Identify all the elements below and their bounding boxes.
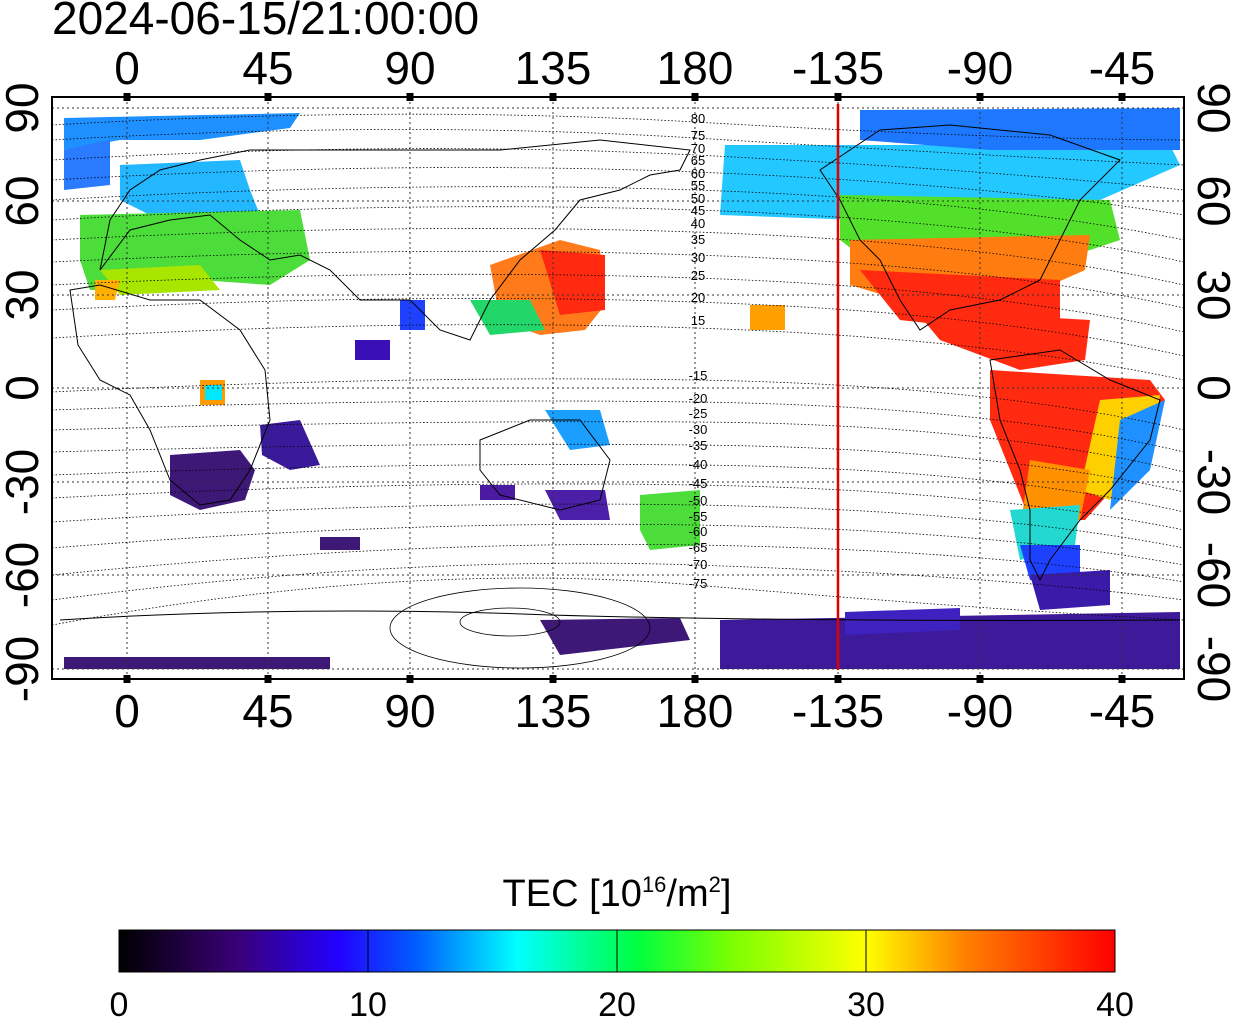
frame-ticks bbox=[123, 93, 1126, 683]
top-lon-label: -135 bbox=[792, 42, 884, 94]
tec-patches bbox=[64, 108, 1180, 669]
top-longitude-labels: 0 45 90 135 180 -135 -90 -45 bbox=[114, 42, 1155, 94]
bottom-lon-label: 135 bbox=[515, 685, 592, 737]
bottom-lon-label: 45 bbox=[242, 685, 293, 737]
contour-label: 45 bbox=[691, 203, 705, 218]
contour-label: 70 bbox=[691, 141, 705, 156]
right-lat-label: -90 bbox=[1188, 636, 1235, 702]
left-lat-label: 90 bbox=[0, 82, 48, 133]
right-lat-label: 0 bbox=[1188, 375, 1235, 401]
contour-label: -65 bbox=[689, 540, 708, 555]
colorbar-tick-label: 0 bbox=[110, 986, 129, 1021]
contour-label: 75 bbox=[691, 128, 705, 143]
right-latitude-labels: 90 60 30 0 -30 -60 -90 bbox=[1188, 82, 1235, 702]
bottom-lon-label: 180 bbox=[657, 685, 734, 737]
top-lon-label: 135 bbox=[515, 42, 592, 94]
figure-title: 2024-06-15/21:00:00 bbox=[52, 0, 479, 44]
bottom-lon-label: -135 bbox=[792, 685, 884, 737]
coastlines bbox=[59, 124, 1181, 621]
contour-label: -45 bbox=[689, 476, 708, 491]
top-lon-label: 90 bbox=[384, 42, 435, 94]
left-lat-label: 60 bbox=[0, 175, 48, 226]
colorbar-tick-labels: 0 10 20 30 40 bbox=[110, 986, 1134, 1024]
map-frame bbox=[51, 96, 1185, 680]
colorbar-ticks bbox=[367, 930, 867, 972]
contour-label: -50 bbox=[689, 493, 708, 508]
left-lat-label: 0 bbox=[0, 375, 48, 401]
contour-label: -20 bbox=[689, 391, 708, 406]
contour-label: -70 bbox=[689, 557, 708, 572]
contour-label: -40 bbox=[689, 457, 708, 472]
contour-label: -60 bbox=[689, 524, 708, 539]
colorbar-tick-label: 20 bbox=[598, 986, 636, 1021]
colorbar: TEC [1016/m2] 0 10 20 30 40 bbox=[110, 872, 1134, 1024]
left-lat-label: -60 bbox=[0, 542, 48, 608]
bottom-lon-label: 90 bbox=[384, 685, 435, 737]
contour-label: 60 bbox=[691, 166, 705, 181]
left-lat-label: 30 bbox=[0, 269, 48, 320]
magnetic-contours bbox=[52, 113, 1184, 669]
top-lon-label: 180 bbox=[657, 42, 734, 94]
contour-label: -75 bbox=[689, 576, 708, 591]
contour-label: 55 bbox=[691, 178, 705, 193]
right-lat-label: 30 bbox=[1188, 269, 1235, 320]
colorbar-tick-label: 40 bbox=[1096, 986, 1134, 1021]
left-lat-label: -30 bbox=[0, 449, 48, 515]
contour-label: 25 bbox=[691, 268, 705, 283]
contour-label: -15 bbox=[689, 368, 708, 383]
top-lon-label: 45 bbox=[242, 42, 293, 94]
contour-label: -35 bbox=[689, 438, 708, 453]
bottom-longitude-labels: 0 45 90 135 180 -135 -90 -45 bbox=[114, 685, 1155, 737]
bottom-lon-label: -90 bbox=[947, 685, 1013, 737]
bottom-lon-label: 0 bbox=[114, 685, 140, 737]
contour-label: 15 bbox=[691, 313, 705, 328]
top-lon-label: -45 bbox=[1089, 42, 1155, 94]
contour-label: 20 bbox=[691, 290, 705, 305]
contour-label: 80 bbox=[691, 111, 705, 126]
bottom-lon-label: -45 bbox=[1089, 685, 1155, 737]
top-lon-label: -90 bbox=[947, 42, 1013, 94]
right-lat-label: -30 bbox=[1188, 449, 1235, 515]
contour-label: 30 bbox=[691, 250, 705, 265]
contour-label: 40 bbox=[691, 216, 705, 231]
contour-label: -55 bbox=[689, 509, 708, 524]
contour-label: -30 bbox=[689, 422, 708, 437]
right-lat-label: 60 bbox=[1188, 175, 1235, 226]
colorbar-tick-label: 10 bbox=[349, 986, 387, 1021]
colorbar-tick-label: 30 bbox=[847, 986, 885, 1021]
colorbar-label: TEC [1016/m2] bbox=[503, 872, 732, 915]
contour-label: 65 bbox=[691, 153, 705, 168]
contour-label: 35 bbox=[691, 232, 705, 247]
graticule bbox=[52, 97, 1184, 679]
contour-label: 50 bbox=[691, 191, 705, 206]
right-lat-label: 90 bbox=[1188, 82, 1235, 133]
top-lon-label: 0 bbox=[114, 42, 140, 94]
right-lat-label: -60 bbox=[1188, 542, 1235, 608]
left-latitude-labels: 90 60 30 0 -30 -60 -90 bbox=[0, 82, 48, 702]
left-lat-label: -90 bbox=[0, 636, 48, 702]
contour-label: -25 bbox=[689, 406, 708, 421]
